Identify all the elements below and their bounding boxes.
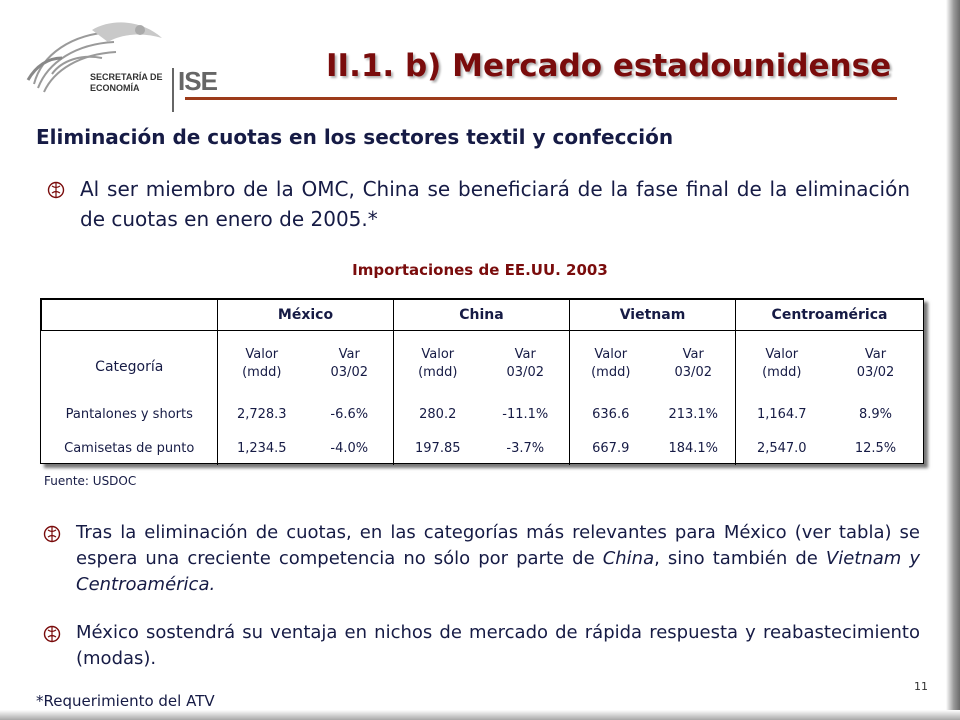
table-cell: 1,164.7 bbox=[756, 406, 807, 422]
eagle-emblem-icon bbox=[26, 22, 162, 93]
right-edge-shadow bbox=[946, 0, 960, 720]
emphasis-china: China bbox=[602, 548, 655, 569]
slide-title: II.1. b) Mercado estadounidense bbox=[326, 48, 892, 84]
bullet-paragraph-1: Al ser miembro de la OMC, China se benef… bbox=[80, 177, 910, 231]
header-empty bbox=[41, 299, 218, 331]
category-label: Categoría bbox=[41, 330, 218, 397]
header-centroamerica: Centroamérica bbox=[735, 299, 925, 331]
subheader-var: Var 03/02 bbox=[651, 330, 737, 397]
table-source: Fuente: USDOC bbox=[44, 474, 137, 488]
table-cell: 213.1% bbox=[651, 397, 737, 431]
subheader-valor: Valor (mdd) bbox=[762, 347, 802, 380]
table-cell: 8.9% bbox=[859, 406, 893, 422]
table-cell: -3.7% bbox=[481, 431, 570, 465]
emphasis-regions: Vietnam y Centroamérica. bbox=[76, 548, 920, 595]
logo-wordmark: SECRETARÍA DE ECONOMÍA bbox=[90, 72, 163, 94]
logo-separator bbox=[172, 68, 174, 112]
table-cell: 636.6 bbox=[592, 406, 630, 422]
bullet-icon bbox=[42, 624, 62, 647]
table-cell: 197.85 bbox=[415, 440, 461, 456]
table-cell: 184.1% bbox=[651, 431, 737, 465]
imports-table: México China Vietnam Centroamérica Categ… bbox=[40, 298, 925, 465]
table-cell: 280.2 bbox=[419, 406, 457, 422]
subheader-var: Var 03/02 bbox=[481, 330, 570, 397]
table-title: Importaciones de EE.UU. 2003 bbox=[352, 261, 608, 279]
table-cell: 2,728.3 bbox=[236, 406, 287, 422]
table-cell: -6.6% bbox=[305, 397, 394, 431]
subheader-var: Var 03/02 bbox=[856, 347, 895, 380]
bullet-icon bbox=[46, 180, 66, 203]
table-cell: 12.5% bbox=[854, 440, 897, 456]
subheader-valor: Valor (mdd) bbox=[591, 347, 631, 380]
table-cell: 2,547.0 bbox=[756, 440, 807, 456]
row-label: Camisetas de punto bbox=[41, 431, 218, 465]
header-china: China bbox=[393, 299, 570, 331]
page-number: 11 bbox=[914, 680, 928, 693]
section-subtitle: Eliminación de cuotas en los sectores te… bbox=[36, 125, 674, 149]
table-cell: 1,234.5 bbox=[236, 440, 287, 456]
footnote: *Requerimiento del ATV bbox=[36, 692, 215, 710]
header-vietnam: Vietnam bbox=[568, 299, 737, 331]
subheader-valor: Valor (mdd) bbox=[418, 347, 458, 380]
table-row: Camisetas de punto 1,234.5 -4.0% 197.85 … bbox=[41, 431, 924, 465]
table-header-row: México China Vietnam Centroamérica bbox=[41, 299, 925, 331]
logo-line-2: ECONOMÍA bbox=[90, 83, 140, 93]
subheader-var: Var 03/02 bbox=[305, 330, 394, 397]
title-underline bbox=[185, 97, 897, 100]
logo-line-1: SECRETARÍA DE bbox=[90, 72, 163, 82]
bullet-paragraph-2: Tras la eliminación de cuotas, en las ca… bbox=[76, 522, 920, 595]
table-subheader-row: Categoría Valor (mdd) Var 03/02 Valor (mdd)… bbox=[41, 330, 924, 397]
table-cell: -11.1% bbox=[481, 397, 570, 431]
table-cell: 667.9 bbox=[592, 440, 630, 456]
subheader-valor: Valor (mdd) bbox=[242, 347, 282, 380]
secretaria-economia-logo: SECRETARÍA DE ECONOMÍA ISE bbox=[22, 14, 218, 112]
row-label: Pantalones y shorts bbox=[41, 397, 218, 431]
header-mexico: México bbox=[217, 299, 394, 331]
table-cell: -4.0% bbox=[305, 431, 394, 465]
bottom-edge-shadow bbox=[0, 710, 960, 720]
bullet-paragraph-3: México sostendrá su ventaja en nichos de… bbox=[76, 622, 920, 669]
table-row: Pantalones y shorts 2,728.3 -6.6% 280.2 … bbox=[41, 397, 924, 431]
bullet-icon bbox=[42, 524, 62, 547]
logo-acronym: ISE bbox=[178, 66, 218, 96]
